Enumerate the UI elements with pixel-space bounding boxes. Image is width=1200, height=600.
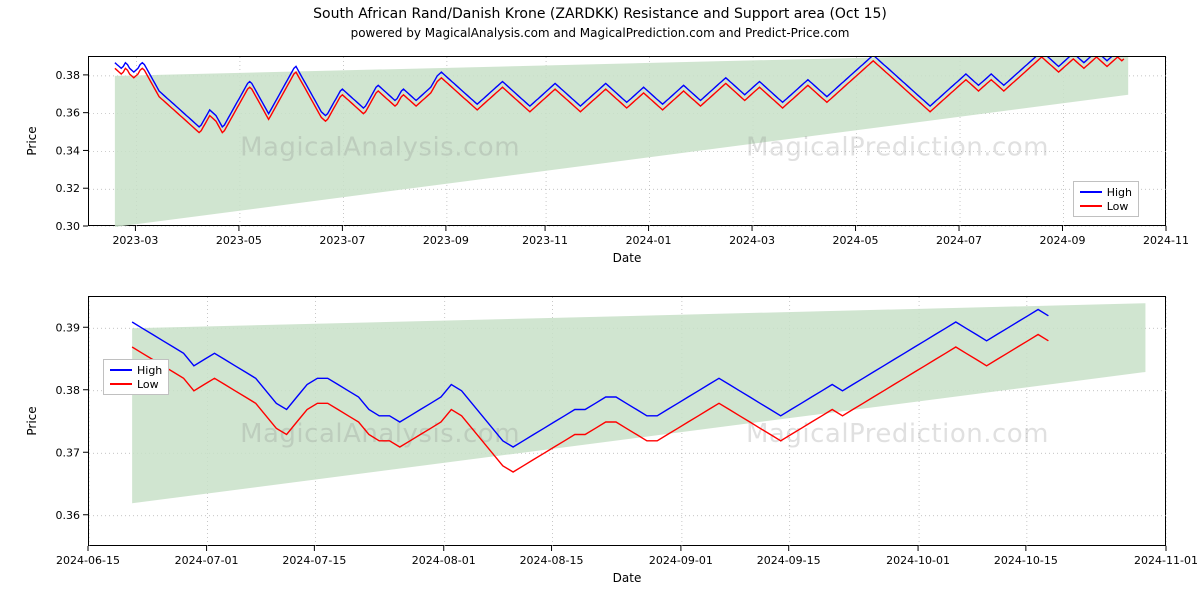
svg-text:2023-11: 2023-11 xyxy=(522,234,568,247)
svg-text:2024-10-15: 2024-10-15 xyxy=(994,554,1058,567)
bottom-chart-svg: MagicalAnalysis.comMagicalPrediction.com xyxy=(89,297,1167,547)
svg-text:0.38: 0.38 xyxy=(56,69,81,82)
legend-label-high: High xyxy=(137,364,162,377)
svg-text:2023-03: 2023-03 xyxy=(112,234,158,247)
legend-swatch-high xyxy=(110,369,132,371)
svg-text:2024-08-15: 2024-08-15 xyxy=(520,554,584,567)
bottom-chart-plot-area: MagicalAnalysis.comMagicalPrediction.com… xyxy=(88,296,1166,546)
svg-text:Date: Date xyxy=(613,251,642,265)
svg-text:2024-06-15: 2024-06-15 xyxy=(56,554,120,567)
svg-text:0.30: 0.30 xyxy=(56,220,81,233)
svg-text:Price: Price xyxy=(25,126,39,155)
top-chart-legend: High Low xyxy=(1073,181,1139,217)
legend-label-low: Low xyxy=(137,378,159,391)
legend-swatch-high xyxy=(1080,191,1102,193)
svg-text:2023-09: 2023-09 xyxy=(423,234,469,247)
legend-swatch-low xyxy=(1080,205,1102,207)
svg-text:2024-03: 2024-03 xyxy=(729,234,775,247)
svg-text:Price: Price xyxy=(25,406,39,435)
svg-text:0.32: 0.32 xyxy=(56,182,81,195)
top-chart-plot-area: MagicalAnalysis.com MagicalPrediction.com… xyxy=(88,56,1166,226)
chart-title: South African Rand/Danish Krone (ZARDKK)… xyxy=(0,0,1200,22)
svg-text:2024-08-01: 2024-08-01 xyxy=(412,554,476,567)
svg-text:2024-09-01: 2024-09-01 xyxy=(649,554,713,567)
top-chart-svg: MagicalAnalysis.com MagicalPrediction.com xyxy=(89,57,1167,227)
svg-text:0.38: 0.38 xyxy=(56,384,81,397)
legend-label-low: Low xyxy=(1107,200,1129,213)
svg-text:2024-09: 2024-09 xyxy=(1040,234,1086,247)
legend-swatch-low xyxy=(110,383,132,385)
svg-text:0.37: 0.37 xyxy=(56,446,81,459)
svg-text:Date: Date xyxy=(613,571,642,585)
svg-text:2024-11: 2024-11 xyxy=(1143,234,1189,247)
svg-text:MagicalPrediction.com: MagicalPrediction.com xyxy=(746,133,1049,163)
svg-text:2024-07-15: 2024-07-15 xyxy=(282,554,346,567)
legend-label-high: High xyxy=(1107,186,1132,199)
svg-text:MagicalAnalysis.com: MagicalAnalysis.com xyxy=(240,133,520,163)
bottom-chart-legend: High Low xyxy=(103,359,169,395)
svg-text:0.36: 0.36 xyxy=(56,509,81,522)
svg-text:0.39: 0.39 xyxy=(56,321,81,334)
svg-text:2023-05: 2023-05 xyxy=(216,234,262,247)
svg-text:2024-10-01: 2024-10-01 xyxy=(886,554,950,567)
svg-text:2024-05: 2024-05 xyxy=(833,234,879,247)
svg-text:2024-07-01: 2024-07-01 xyxy=(175,554,239,567)
svg-text:2024-01: 2024-01 xyxy=(626,234,672,247)
svg-text:0.36: 0.36 xyxy=(56,107,81,120)
svg-text:2024-11-01: 2024-11-01 xyxy=(1134,554,1198,567)
svg-text:2024-07: 2024-07 xyxy=(936,234,982,247)
svg-text:MagicalAnalysis.com: MagicalAnalysis.com xyxy=(240,419,520,449)
svg-text:0.34: 0.34 xyxy=(56,144,81,157)
svg-text:2023-07: 2023-07 xyxy=(319,234,365,247)
chart-subtitle: powered by MagicalAnalysis.com and Magic… xyxy=(0,22,1200,42)
svg-text:2024-09-15: 2024-09-15 xyxy=(757,554,821,567)
